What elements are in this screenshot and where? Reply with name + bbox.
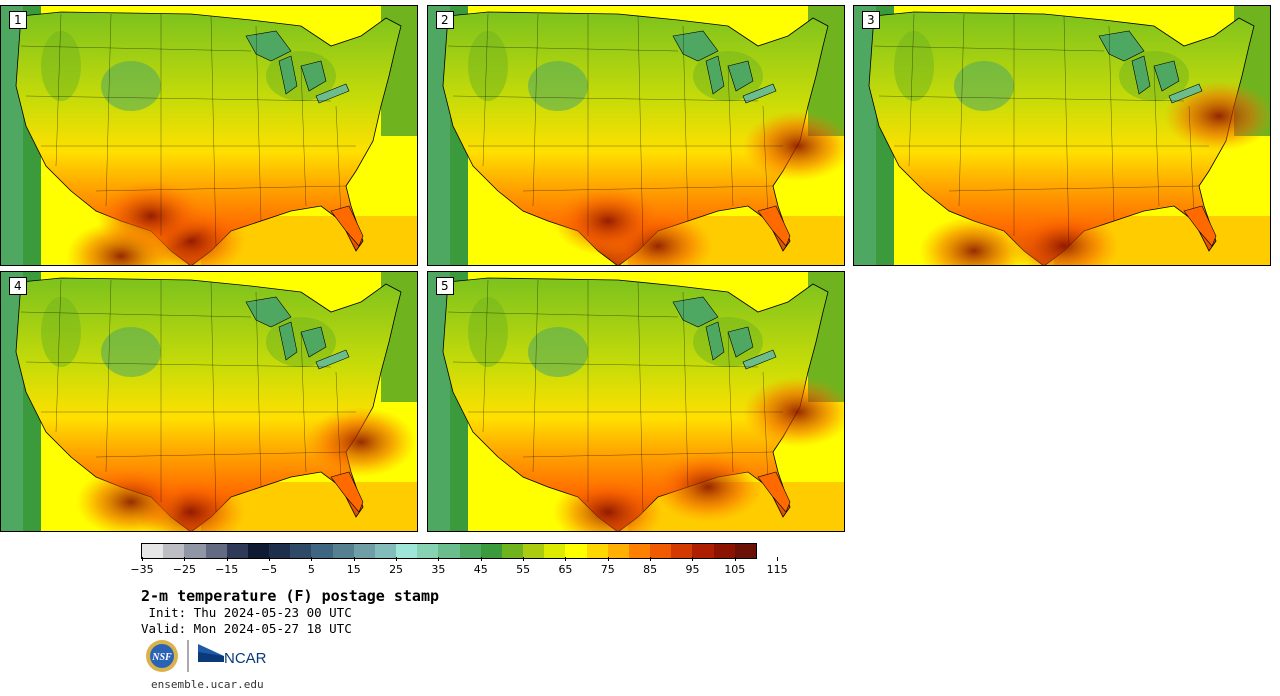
- colorbar-swatch: [459, 544, 481, 558]
- ncar-logo: NCAR: [198, 644, 267, 667]
- colorbar-swatch: [247, 544, 270, 558]
- colorbar-swatch: [332, 544, 354, 558]
- colorbar-swatch: [142, 544, 164, 558]
- map-panel: 1: [0, 5, 418, 266]
- valid-time: Valid: Mon 2024-05-27 18 UTC: [141, 621, 352, 636]
- colorbar-swatch: [417, 544, 439, 558]
- colorbar-swatch: [438, 544, 460, 558]
- colorbar-swatch: [205, 544, 227, 558]
- panel-number: 3: [862, 11, 880, 29]
- colorbar-swatch: [607, 544, 629, 558]
- colorbar-tick-label: 25: [389, 563, 404, 576]
- colorbar-tick-label: −5: [260, 563, 278, 576]
- colorbar-tick-label: −15: [215, 563, 239, 576]
- colorbar-tick-label: 115: [766, 563, 788, 576]
- colorbar-swatch: [713, 544, 735, 558]
- colorbar-tick: [396, 557, 398, 561]
- logos: NSF NCAR: [145, 638, 275, 676]
- map-panel: 3: [853, 5, 1271, 266]
- colorbar-tick: [184, 557, 186, 561]
- colorbar-swatch: [671, 544, 693, 558]
- colorbar-swatch: [501, 544, 524, 558]
- colorbar-tick: [438, 557, 440, 561]
- colorbar-swatch: [544, 544, 566, 558]
- colorbar-tick: [523, 557, 525, 561]
- colorbar-swatch: [226, 544, 248, 558]
- colorbar-tick-label: 55: [516, 563, 531, 576]
- colorbar-tick-label: 65: [558, 563, 573, 576]
- colorbar-tick: [692, 557, 694, 561]
- colorbar-tick: [269, 557, 271, 561]
- colorbar-swatch: [650, 544, 672, 558]
- colorbar-tick-label: −35: [130, 563, 154, 576]
- colorbar-tick-label: 15: [346, 563, 361, 576]
- colorbar-tick-label: 85: [643, 563, 658, 576]
- svg-text:NSF: NSF: [151, 652, 172, 663]
- colorbar-ticks: −35 −25 −15 −5 5 15 25 35 45 55 65 75 85 95 105 115: [130, 557, 788, 581]
- colorbar-swatch: [396, 544, 418, 558]
- colorbar-tick: [565, 557, 567, 561]
- colorbar-swatch: [734, 544, 756, 558]
- figure-title: 2-m temperature (F) postage stamp: [141, 587, 440, 605]
- colorbar: [141, 543, 757, 559]
- colorbar-swatch: [311, 544, 333, 558]
- colorbar-tick: [226, 557, 228, 561]
- colorbar-tick-label: 5: [307, 563, 315, 576]
- colorbar-swatch: [184, 544, 206, 558]
- panel-number: 5: [436, 277, 454, 295]
- colorbar-swatch: [565, 544, 587, 558]
- colorbar-tick-label: −25: [172, 563, 196, 576]
- colorbar-swatch: [269, 544, 291, 558]
- colorbar-swatch: [628, 544, 651, 558]
- colorbar-swatch: [586, 544, 608, 558]
- colorbar-tick: [650, 557, 652, 561]
- colorbar-swatch: [523, 544, 545, 558]
- nsf-logo: NSF NCAR: [146, 640, 267, 672]
- colorbar-swatch: [290, 544, 312, 558]
- colorbar-swatch: [480, 544, 502, 558]
- colorbar-swatch: [163, 544, 185, 558]
- colorbar-tick-label: 105: [724, 563, 746, 576]
- website-url: ensemble.ucar.edu: [151, 678, 264, 691]
- colorbar-tick: [142, 557, 143, 561]
- colorbar-tick: [734, 557, 736, 561]
- map-panel: 2: [427, 5, 845, 266]
- colorbar-tick-label: 45: [473, 563, 488, 576]
- map-panel: 4: [0, 271, 418, 532]
- colorbar-tick-label: 75: [600, 563, 615, 576]
- colorbar-tick: [311, 557, 313, 561]
- svg-text:NCAR: NCAR: [224, 650, 267, 667]
- colorbar-tick: [353, 557, 355, 561]
- colorbar-tick-label: 35: [431, 563, 446, 576]
- colorbar-swatch: [353, 544, 375, 558]
- colorbar-tick-label: 95: [685, 563, 700, 576]
- colorbar-tick: [777, 557, 779, 561]
- panel-number: 1: [9, 11, 27, 29]
- colorbar-tick: [480, 557, 482, 561]
- colorbar-swatch: [692, 544, 714, 558]
- map-panel: 5: [427, 271, 845, 532]
- colorbar-swatch: [374, 544, 397, 558]
- panel-number: 2: [436, 11, 454, 29]
- init-time: Init: Thu 2024-05-23 00 UTC: [141, 605, 352, 620]
- panel-number: 4: [9, 277, 27, 295]
- colorbar-tick: [607, 557, 609, 561]
